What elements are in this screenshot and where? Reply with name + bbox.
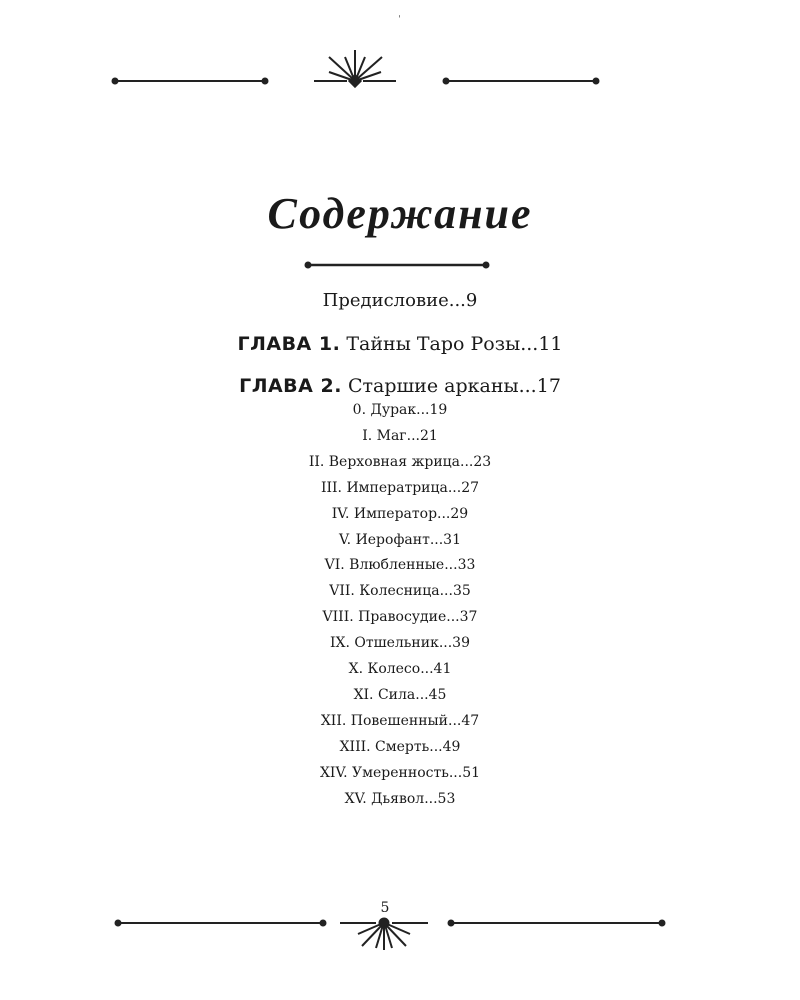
toc-entry-preface[interactable]: Предисловие...9 <box>322 290 478 311</box>
chapter-title: Старшие арканы...17 <box>341 375 561 397</box>
toc-entry-arcana[interactable]: 0. Дурак...19 <box>352 402 448 418</box>
page-number: 5 <box>380 900 390 916</box>
toc-entry-arcana[interactable]: II. Верховная жрица...23 <box>308 453 492 470</box>
toc-entry-arcana[interactable]: XV. Дьявол...53 <box>344 790 456 807</box>
toc-entry-arcana[interactable]: V. Иерофант...31 <box>339 531 461 548</box>
top-ornament <box>111 50 600 89</box>
toc-entry-arcana[interactable]: VI. Влюбленные...33 <box>324 557 476 574</box>
toc-entry-arcana[interactable]: XIII. Смерть...49 <box>339 738 461 755</box>
chapter-prefix: ГЛАВА 1. <box>237 333 341 355</box>
toc-entry-arcana[interactable]: XII. Повешенный...47 <box>320 712 480 729</box>
page-title: Содержание <box>267 189 533 238</box>
toc-entry-arcana[interactable]: X. Колесо...41 <box>348 661 452 677</box>
toc-entry-arcana[interactable]: VII. Колесница...35 <box>329 583 471 600</box>
title-divider <box>304 261 490 269</box>
toc-entry-arcana[interactable]: IX. Отшельник...39 <box>329 635 470 652</box>
bottom-ornament <box>114 917 666 950</box>
toc-entry-arcana[interactable]: XIV. Умеренность...51 <box>319 764 481 781</box>
toc-entry-arcana[interactable]: I. Маг...21 <box>362 427 438 444</box>
page-mark: ˌ <box>398 8 401 19</box>
toc-entry-arcana[interactable]: XI. Сила...45 <box>353 686 447 703</box>
chapter-title: Тайны Таро Розы...11 <box>340 333 563 355</box>
toc-entry-arcana[interactable]: IV. Император...29 <box>331 505 469 522</box>
toc-entry-arcana[interactable]: VIII. Правосудие...37 <box>322 609 478 626</box>
toc-entry-arcana[interactable]: III. Императрица...27 <box>320 479 480 496</box>
toc-entry-chapter-1[interactable]: ГЛАВА 1. Тайны Таро Розы...11 <box>0 333 800 355</box>
toc-entry-chapter-2[interactable]: ГЛАВА 2. Старшие арканы...17 <box>0 375 800 397</box>
chapter-prefix: ГЛАВА 2. <box>239 375 342 397</box>
